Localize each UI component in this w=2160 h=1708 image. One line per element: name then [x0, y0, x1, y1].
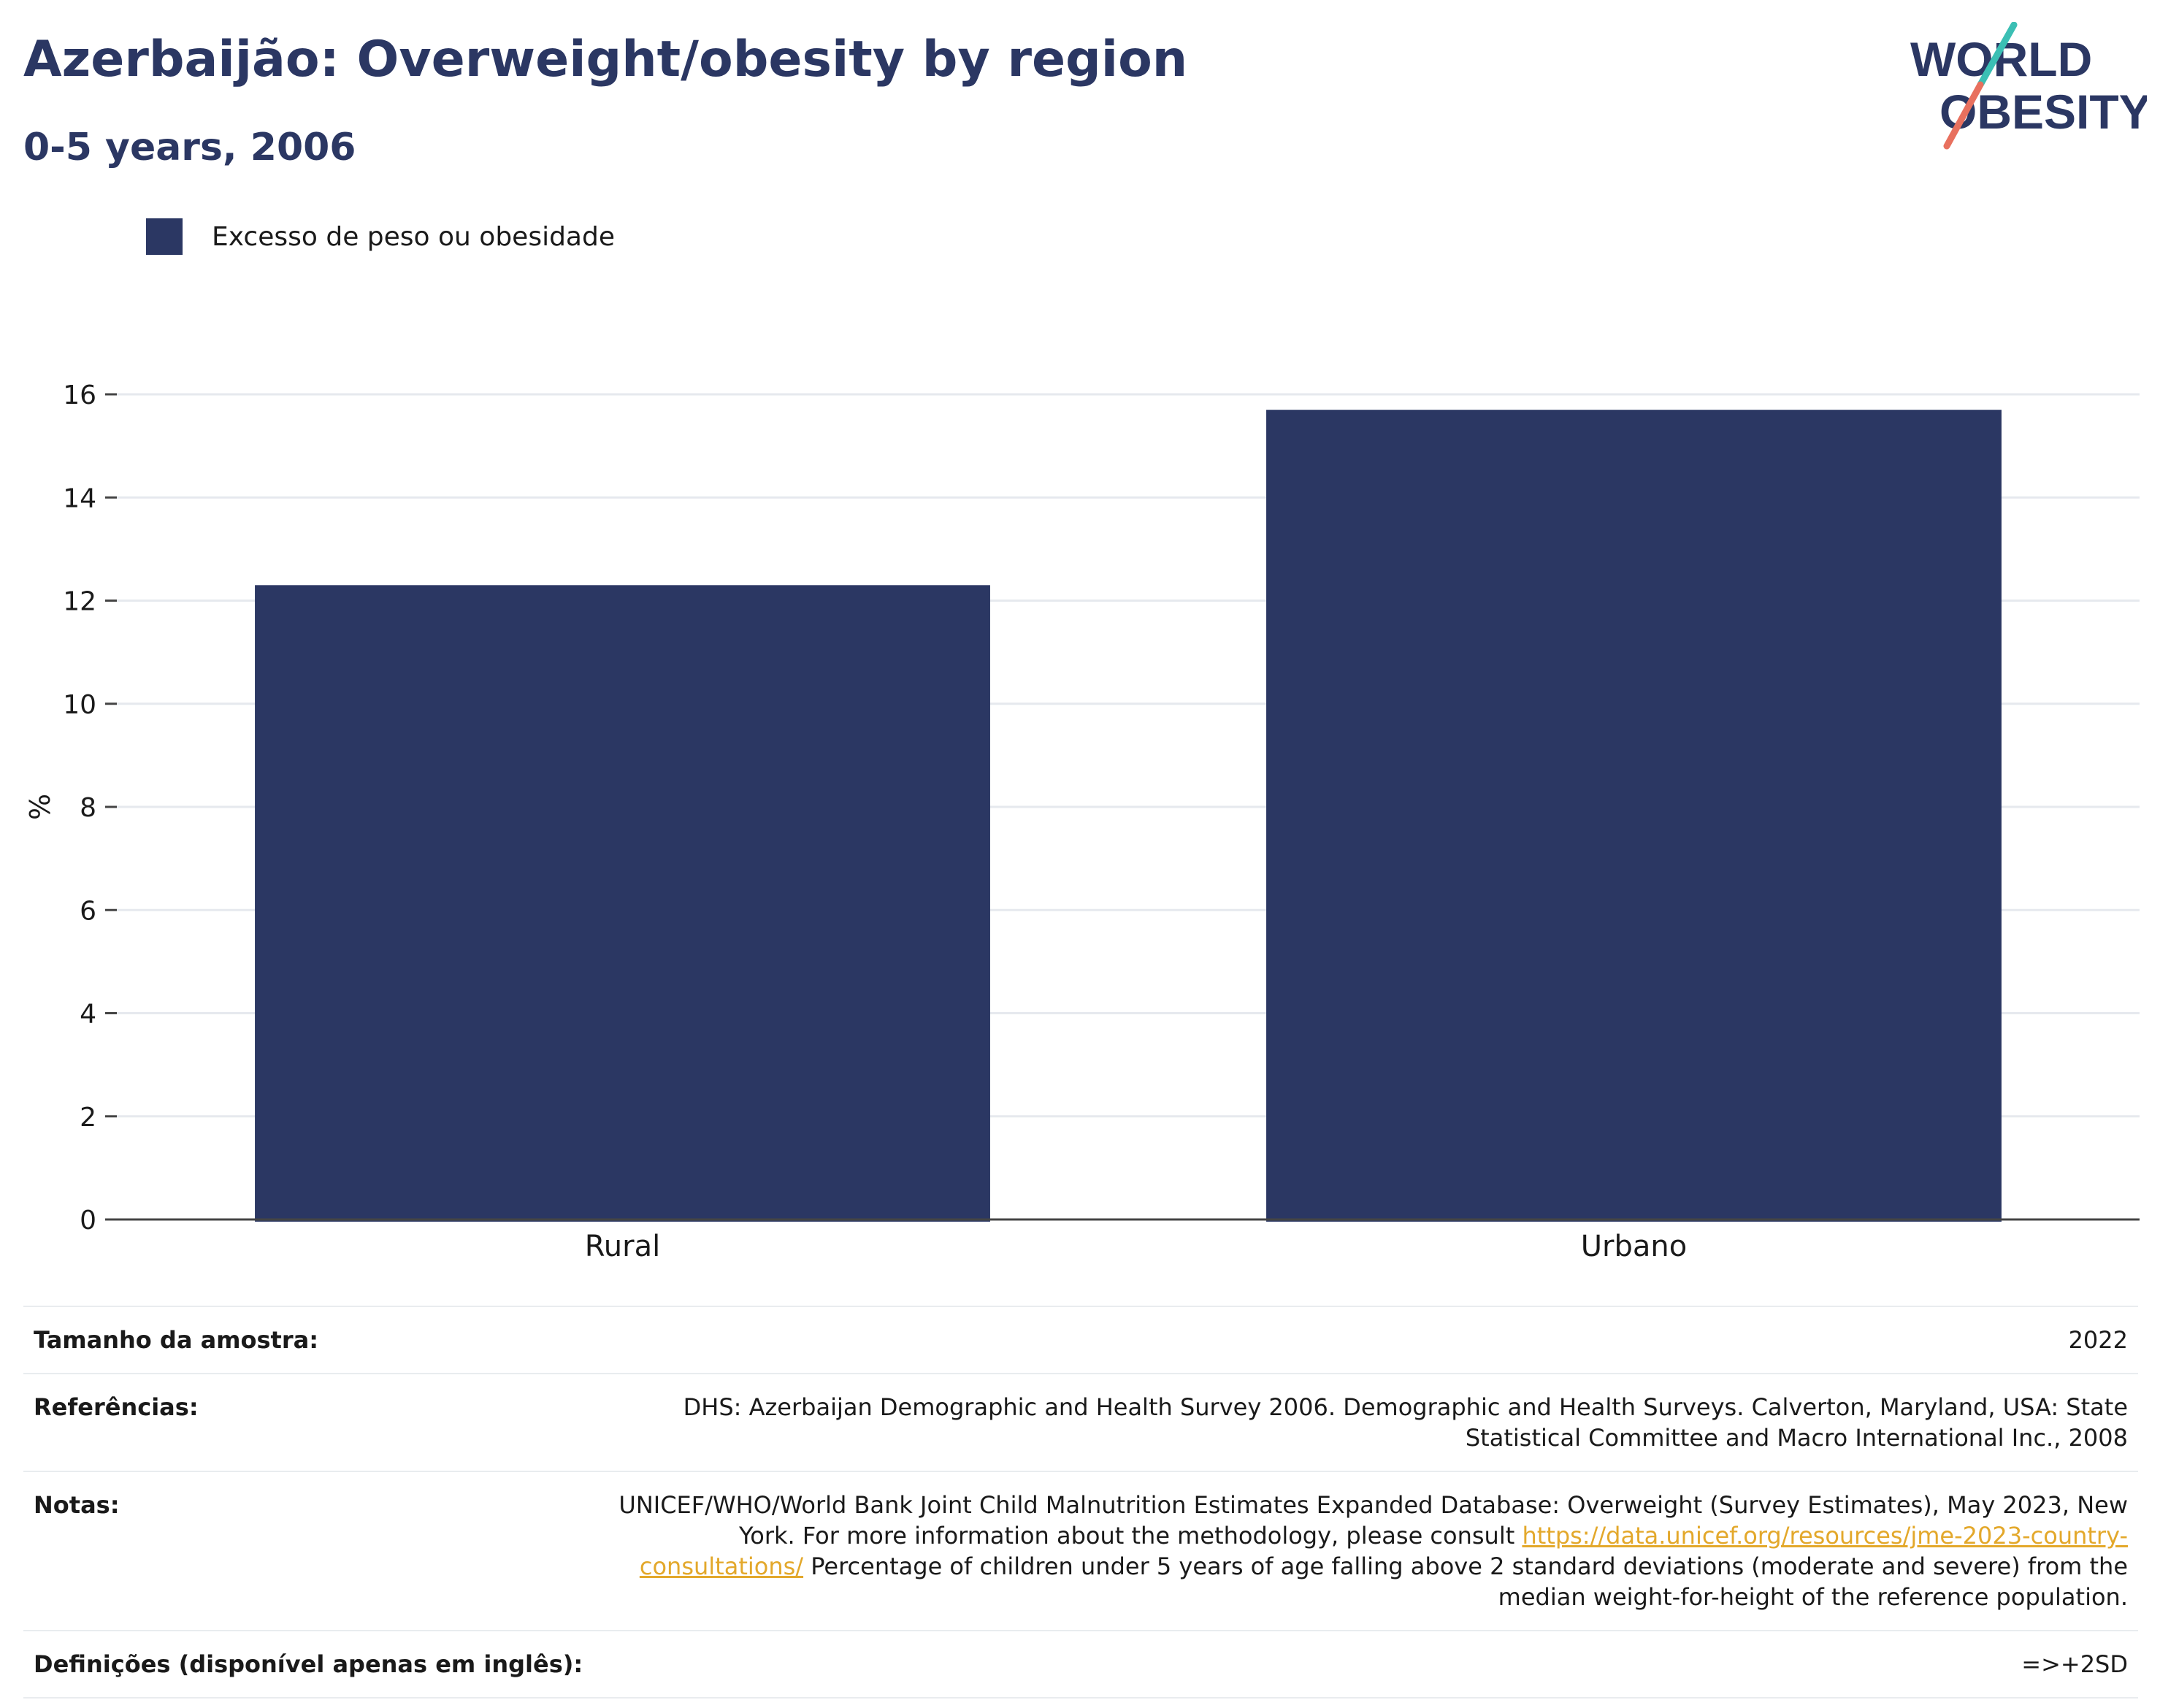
bar-chart: 0 2 4 6 8 10 12 14 16% Rural Urbano: [24, 380, 2140, 1263]
x-tick-label: Rural: [585, 1230, 660, 1263]
bar-rural: [255, 585, 990, 1222]
meta-value: =>+2SD: [2021, 1650, 2128, 1678]
notes-text-continued: Percentage of children under 5 years of …: [803, 1552, 2128, 1611]
meta-value: UNICEF/WHO/World Bank Joint Child Malnut…: [551, 1472, 2138, 1630]
chart-title: Azerbaijão: Overweight/obesity by region: [23, 31, 1188, 88]
bar-urbano: [1266, 410, 2002, 1222]
legend-swatch: [146, 218, 183, 255]
chart-subtitle: 0-5 years, 2006: [23, 126, 356, 169]
x-tick-label: Urbano: [1581, 1230, 1687, 1263]
y-tick-label: 16: [63, 380, 96, 410]
meta-row-sample-size: Tamanho da amostra: 2022: [23, 1306, 2138, 1373]
metadata-table: Tamanho da amostra: 2022 Referências: DH…: [23, 1306, 2138, 1699]
notes-text: UNICEF/WHO/World Bank Joint Child Malnut…: [618, 1491, 2128, 1550]
svg-text:OBESITY: OBESITY: [1939, 85, 2147, 139]
y-tick-label: 4: [80, 1000, 96, 1030]
y-tick-label: 10: [63, 690, 96, 720]
meta-row-definitions: Definições (disponível apenas em inglês)…: [23, 1630, 2138, 1699]
meta-value: 2022: [2068, 1326, 2128, 1354]
svg-text:WORLD: WORLD: [1910, 32, 2092, 86]
meta-label: Definições (disponível apenas em inglês)…: [34, 1650, 583, 1678]
meta-label: Tamanho da amostra:: [34, 1326, 318, 1354]
y-tick-label: 6: [80, 896, 96, 926]
meta-row-references: Referências: DHS: Azerbaijan Demographic…: [23, 1373, 2138, 1471]
world-obesity-logo: WORLD OBESITY: [1910, 22, 2147, 150]
y-axis-label: %: [24, 794, 56, 820]
y-tick-label: 2: [80, 1103, 96, 1133]
meta-row-notes: Notas: UNICEF/WHO/World Bank Joint Child…: [23, 1471, 2138, 1630]
meta-label: Notas:: [34, 1491, 120, 1519]
legend-label: Excesso de peso ou obesidade: [212, 221, 615, 252]
chart-legend: Excesso de peso ou obesidade: [146, 216, 615, 257]
y-tick-label: 12: [63, 587, 96, 617]
y-tick-label: 0: [80, 1206, 96, 1236]
meta-value: DHS: Azerbaijan Demographic and Health S…: [683, 1393, 2128, 1452]
methodology-link[interactable]: https://data.unicef.org/resources/jme-20…: [639, 1522, 2128, 1580]
y-tick-label: 8: [80, 793, 96, 823]
y-tick-label: 14: [63, 483, 96, 513]
meta-label: Referências:: [34, 1393, 199, 1421]
